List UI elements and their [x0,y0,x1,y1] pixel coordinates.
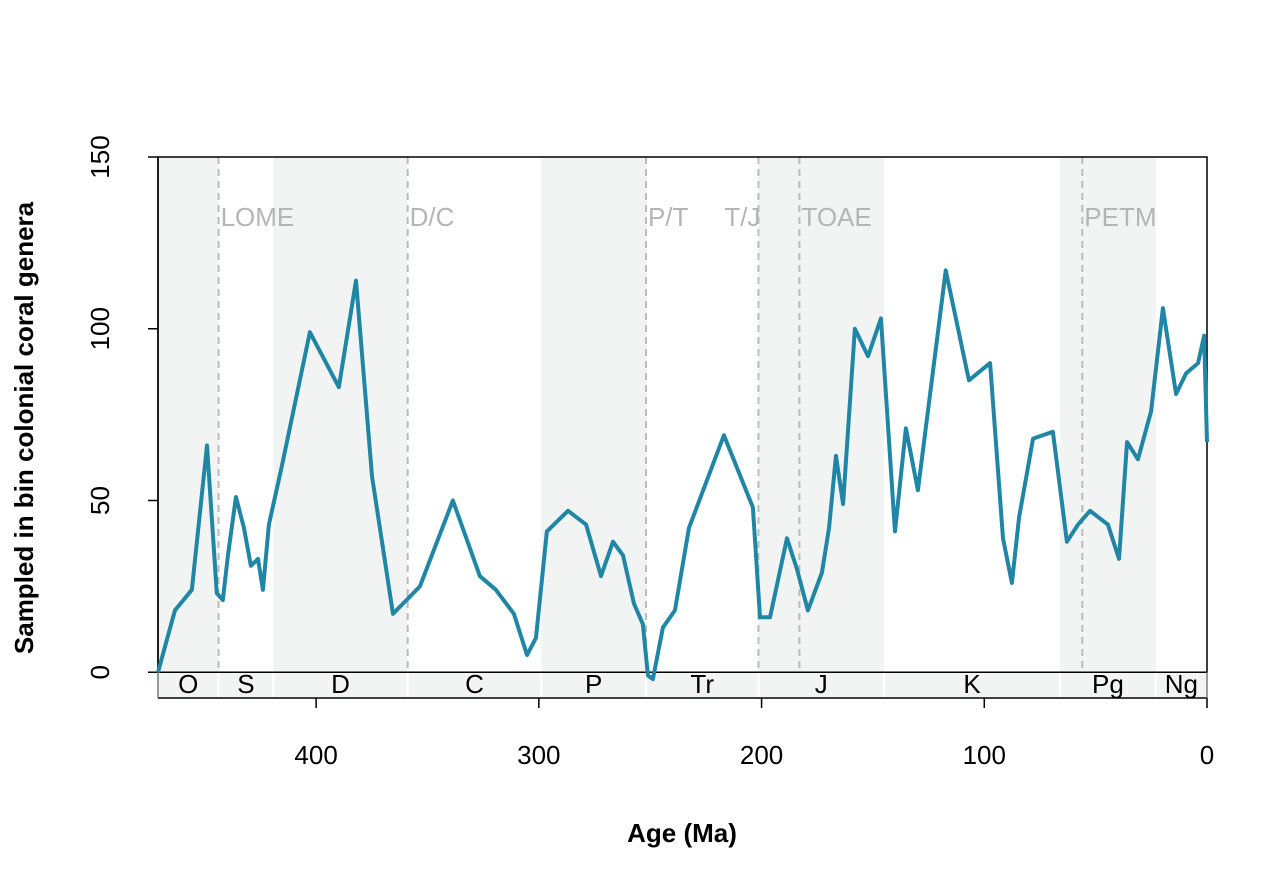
period-strip [157,671,220,700]
period-band [758,157,885,673]
y-axis-label: Sampled in bin colonial coral genera [9,201,39,654]
period-label: K [963,669,981,699]
x-axis-label: Age (Ma) [627,818,737,848]
x-tick-label: 100 [963,740,1006,770]
period-band [1060,157,1156,673]
event-label: P/T [648,202,689,232]
period-strip [1059,671,1157,700]
event-label: D/C [410,202,455,232]
period-label: O [178,669,198,699]
period-band [273,157,408,673]
data-line [156,268,1209,682]
x-tick-label: 400 [294,740,337,770]
period-label: Tr [690,669,714,699]
x-tick-label: 300 [517,740,560,770]
x-tick-label: 0 [1200,740,1214,770]
period-label: J [815,669,828,699]
y-tick-label: 50 [85,486,115,515]
y-tick-label: 150 [85,135,115,178]
period-label: D [331,669,350,699]
period-label: S [237,669,254,699]
y-tick-label: 100 [85,307,115,350]
x-tick-label: 200 [740,740,783,770]
period-label: P [585,669,602,699]
event-label: PETM [1084,202,1156,232]
period-label: C [465,669,484,699]
period-label: Pg [1092,669,1124,699]
event-label: T/J [724,202,760,232]
event-label: TOAE [801,202,871,232]
period-label: Ng [1165,669,1198,699]
period-band [158,157,219,673]
event-label: LOME [221,202,295,232]
y-tick-label: 0 [85,665,115,679]
